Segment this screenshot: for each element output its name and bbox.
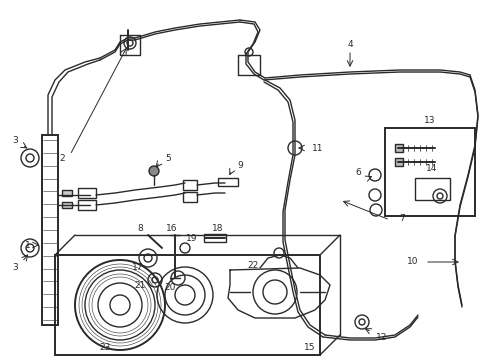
Bar: [55, 255, 319, 355]
Text: 22: 22: [247, 261, 258, 270]
Text: 17: 17: [132, 264, 143, 273]
Text: 8: 8: [137, 224, 142, 233]
Bar: [62, 202, 72, 208]
Text: 2: 2: [59, 153, 65, 162]
Bar: [78, 200, 96, 210]
Bar: [62, 190, 72, 196]
Bar: [42, 135, 58, 325]
Text: 23: 23: [99, 343, 110, 352]
Text: 18: 18: [212, 224, 224, 233]
Text: 4: 4: [346, 40, 352, 49]
Bar: [414, 178, 449, 200]
Text: 3: 3: [12, 135, 18, 144]
Text: 11: 11: [312, 144, 323, 153]
Text: 3: 3: [12, 264, 18, 273]
Bar: [394, 144, 402, 152]
Bar: [203, 234, 225, 242]
Text: 7: 7: [398, 213, 404, 222]
Text: 9: 9: [237, 161, 243, 170]
Text: 20: 20: [164, 284, 175, 292]
Text: 12: 12: [376, 333, 387, 342]
Circle shape: [149, 166, 159, 176]
Bar: [218, 178, 238, 186]
Bar: [384, 128, 474, 216]
Bar: [78, 188, 96, 198]
Text: 6: 6: [354, 167, 360, 176]
Bar: [183, 180, 197, 190]
Text: 10: 10: [407, 257, 418, 266]
Bar: [394, 158, 402, 166]
Text: 16: 16: [166, 224, 177, 233]
Text: 19: 19: [186, 234, 197, 243]
Bar: [183, 192, 197, 202]
Text: 13: 13: [424, 116, 435, 125]
Text: 21: 21: [134, 280, 145, 289]
Text: 5: 5: [165, 153, 170, 162]
Text: 15: 15: [304, 343, 315, 352]
Text: 1: 1: [25, 240, 31, 249]
Text: 14: 14: [426, 163, 437, 172]
